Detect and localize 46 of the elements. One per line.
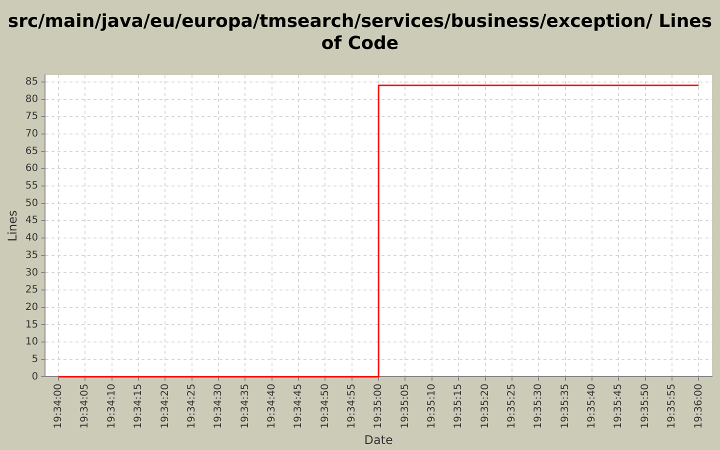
x-tick-label: 19:34:55	[346, 384, 358, 429]
x-tick-label: 19:34:05	[80, 384, 91, 429]
y-tick-label: 85	[25, 76, 38, 88]
y-tick-label: 35	[25, 250, 38, 261]
x-tick-label: 19:35:55	[666, 384, 678, 429]
x-tick-label: 19:34:45	[293, 384, 304, 429]
y-tick-label: 80	[25, 94, 38, 105]
x-tick-label: 19:34:35	[240, 384, 251, 429]
x-tick-label: 19:35:10	[426, 384, 438, 429]
x-tick-label: 19:35:35	[560, 384, 571, 429]
y-tick-label: 60	[25, 163, 38, 174]
y-tick-label: 50	[25, 198, 38, 209]
x-tick-label: 19:35:40	[586, 384, 598, 429]
x-tick-label: 19:34:25	[186, 384, 198, 429]
x-tick-label: 19:34:30	[213, 384, 224, 429]
x-tick-label: 19:34:50	[320, 384, 331, 429]
x-tick-label: 19:35:05	[400, 384, 411, 429]
y-axis-title: Lines	[5, 210, 20, 242]
y-tick-label: 40	[25, 232, 38, 244]
x-tick-label: 19:36:00	[693, 384, 704, 429]
x-tick-label: 19:35:00	[373, 384, 384, 429]
x-tick-label: 19:34:10	[106, 384, 118, 429]
y-tick-label: 45	[25, 215, 38, 226]
x-tick-label: 19:35:50	[640, 384, 651, 429]
y-tick-label: 70	[25, 128, 38, 140]
x-tick-label: 19:35:15	[453, 384, 464, 429]
y-tick-label: 0	[32, 371, 38, 382]
y-tick-label: 15	[25, 319, 38, 330]
x-tick-label: 19:35:30	[533, 384, 544, 429]
x-tick-label: 19:34:40	[266, 384, 278, 429]
x-tick-label: 19:35:25	[506, 384, 518, 429]
x-axis-title: Date	[364, 432, 393, 447]
y-tick-label: 10	[25, 336, 38, 348]
x-tick-label: 19:35:20	[480, 384, 491, 429]
x-tick-label: 19:34:15	[133, 384, 144, 429]
y-tick-label: 75	[25, 111, 38, 122]
y-tick-label: 30	[25, 267, 38, 278]
y-tick-label: 25	[25, 284, 38, 296]
x-tick-label: 19:34:20	[160, 384, 171, 429]
x-tick-label: 19:35:45	[613, 384, 624, 429]
y-tick-label: 55	[25, 180, 38, 192]
x-tick-label: 19:34:00	[53, 384, 64, 429]
y-tick-label: 5	[32, 354, 38, 365]
y-tick-label: 65	[25, 146, 38, 157]
chart-title: src/main/java/eu/europa/tmsearch/services/business/exception/ Lines of Code	[6, 10, 714, 56]
y-tick-label: 20	[25, 302, 38, 313]
